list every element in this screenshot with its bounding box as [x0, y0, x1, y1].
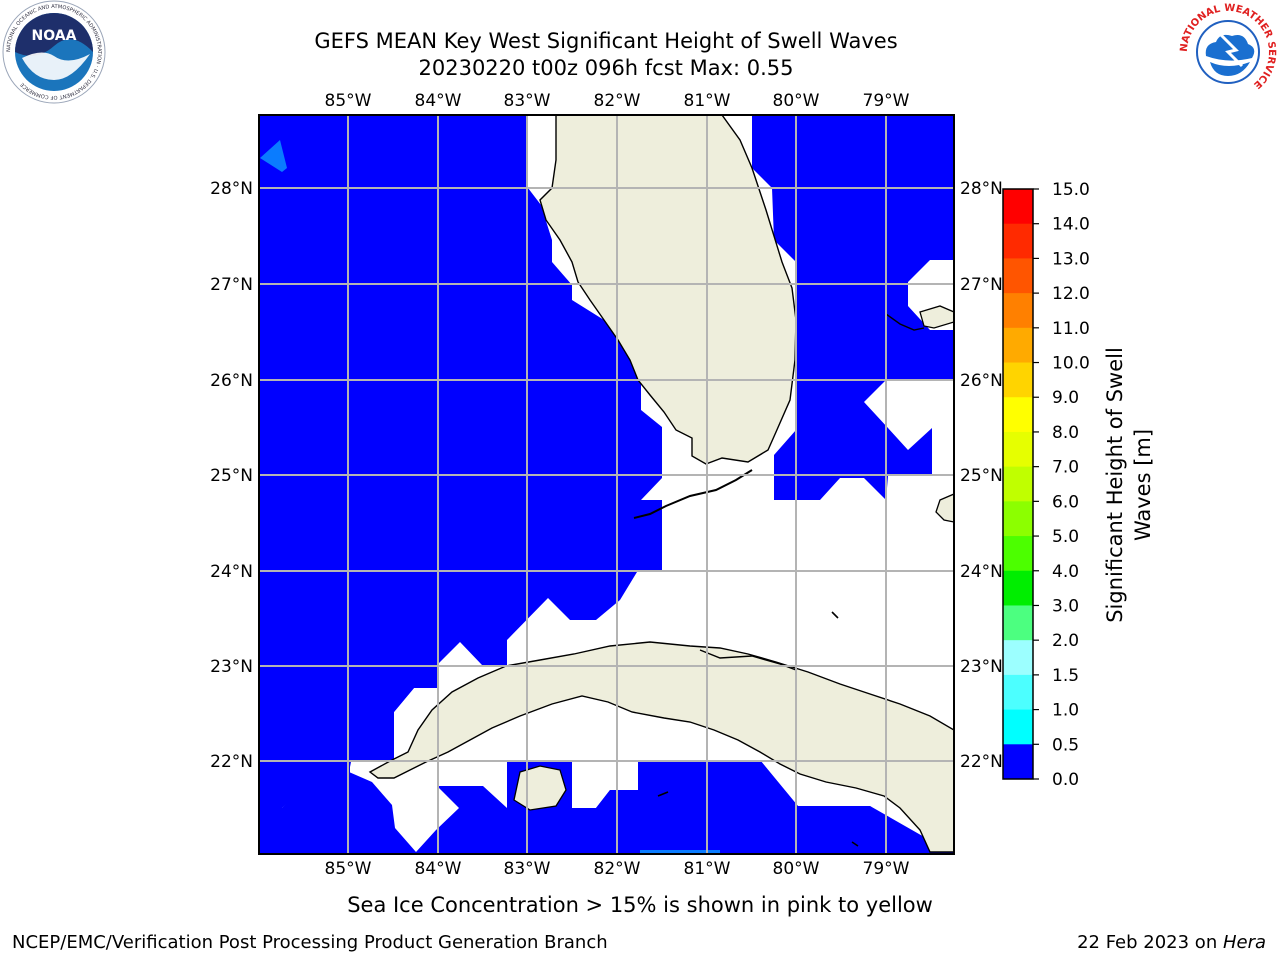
colorbar-tick-label: 1.5 — [1052, 666, 1079, 686]
florida-keys — [633, 469, 753, 519]
map-title: GEFS MEAN Key West Significant Height of… — [314, 29, 898, 53]
lat-label-left-24n: 24°N — [210, 562, 253, 582]
colorbar-tick-label: 4.0 — [1052, 562, 1079, 582]
lon-label-bottom-80w: 80°W — [773, 859, 820, 879]
colorbar-tick-label: 3.0 — [1052, 596, 1079, 616]
lat-label-right-22n: 22°N — [960, 752, 1003, 772]
colorbar-segment — [1003, 536, 1033, 572]
swell-field-light-patch-s — [640, 850, 720, 854]
sea-ice-note: Sea Ice Concentration > 15% is shown in … — [347, 893, 933, 917]
colorbar-tick-label: 8.0 — [1052, 423, 1079, 443]
isla-juventud-land — [513, 765, 567, 811]
colorbar-label-line2: Waves [m] — [1131, 429, 1155, 541]
lon-label-top-85w: 85°W — [325, 91, 372, 111]
lon-label-bottom-83w: 83°W — [504, 859, 551, 879]
lat-label-left-25n: 25°N — [210, 466, 253, 486]
grand-bahama-coast — [885, 313, 925, 331]
colorbar-tick-label: 9.0 — [1052, 388, 1079, 408]
colorbar-segment — [1003, 362, 1033, 398]
colorbar-tick-label: 15.0 — [1052, 180, 1090, 200]
colorbar-segment — [1003, 223, 1033, 259]
colorbar-tick-label: 12.0 — [1052, 284, 1090, 304]
lat-label-right-23n: 23°N — [960, 657, 1003, 677]
cuba-land — [368, 641, 954, 853]
colorbar-tick-label: 13.0 — [1052, 249, 1090, 269]
top-longitude-labels: 85°W 84°W 83°W 82°W 81°W 80°W 79°W — [325, 91, 910, 111]
map-frame — [258, 114, 955, 855]
lat-label-left-28n: 28°N — [210, 179, 253, 199]
lon-label-bottom-81w: 81°W — [684, 859, 731, 879]
colorbar-ticks: 15.0 14.0 13.0 12.0 11.0 10.0 9.0 8.0 7.0 6.0 5.0 4… — [1033, 180, 1090, 790]
nws-logo-icon: NATIONAL WEATHER SERVICE — [1178, 2, 1278, 102]
swell-field-south — [507, 760, 954, 854]
colorbar-frame — [1002, 188, 1034, 780]
lat-label-left-27n: 27°N — [210, 275, 253, 295]
colorbar-tick-label: 6.0 — [1052, 492, 1079, 512]
footer-date-text: 22 Feb 2023 on — [1077, 932, 1223, 953]
colorbar-tick-label: 7.0 — [1052, 458, 1079, 478]
lat-label-right-25n: 25°N — [960, 466, 1003, 486]
colorbar-segment — [1003, 605, 1033, 641]
cay-islet-3 — [851, 841, 859, 847]
colorbar-segment — [1003, 189, 1033, 225]
left-latitude-labels: 28°N 27°N 26°N 25°N 24°N 23°N 22°N — [210, 179, 253, 772]
lon-label-top-79w: 79°W — [863, 91, 910, 111]
lat-label-left-22n: 22°N — [210, 752, 253, 772]
lon-label-top-80w: 80°W — [773, 91, 820, 111]
bahamas-land-andros — [935, 493, 954, 523]
colorbar-segment — [1003, 744, 1033, 780]
swell-field-light-patch-nw — [260, 140, 287, 172]
bottom-longitude-labels: 85°W 84°W 83°W 82°W 81°W 80°W 79°W — [325, 859, 910, 879]
colorbar-tick-label: 5.0 — [1052, 527, 1079, 547]
lon-label-top-82w: 82°W — [594, 91, 641, 111]
colorbar-tick-label: 10.0 — [1052, 354, 1090, 374]
lon-label-bottom-79w: 79°W — [863, 859, 910, 879]
colorbar-tick-label: 14.0 — [1052, 215, 1090, 235]
colorbar — [1003, 189, 1033, 780]
colorbar-segment — [1003, 501, 1033, 537]
colorbar-segment — [1003, 466, 1033, 502]
graticule — [259, 115, 954, 854]
colorbar-tick-label: 0.0 — [1052, 770, 1079, 790]
lon-label-bottom-85w: 85°W — [325, 859, 372, 879]
footer-org: NCEP/EMC/Verification Post Processing Pr… — [12, 932, 608, 953]
colorbar-segment — [1003, 258, 1033, 294]
lat-label-right-28n: 28°N — [960, 179, 1003, 199]
cay-islet — [831, 611, 839, 619]
colorbar-segment — [1003, 640, 1033, 676]
lon-label-bottom-84w: 84°W — [415, 859, 462, 879]
lon-label-top-83w: 83°W — [504, 91, 551, 111]
lat-label-left-23n: 23°N — [210, 657, 253, 677]
cay-islet-2 — [657, 791, 669, 797]
colorbar-segment — [1003, 709, 1033, 745]
colorbar-tick-label: 11.0 — [1052, 319, 1090, 339]
noaa-logo-icon: NATIONAL OCEANIC AND ATMOSPHERIC ADMINIS… — [2, 0, 106, 104]
footer-date: 22 Feb 2023 on Hera — [1077, 932, 1266, 953]
lon-label-top-81w: 81°W — [684, 91, 731, 111]
lon-label-top-84w: 84°W — [415, 91, 462, 111]
colorbar-segment — [1003, 397, 1033, 433]
colorbar-tick-label: 1.0 — [1052, 701, 1079, 721]
footer-host: Hera — [1222, 932, 1266, 953]
colorbar-tick-label: 2.0 — [1052, 631, 1079, 651]
lat-label-right-26n: 26°N — [960, 371, 1003, 391]
map-subtitle: 20230220 t00z 096h fcst Max: 0.55 — [418, 56, 794, 80]
colorbar-label-line1: Significant Height of Swell — [1103, 347, 1127, 623]
colorbar-segment — [1003, 327, 1033, 364]
florida-land — [539, 115, 797, 465]
bahamas-land-grand-bahama — [919, 305, 954, 329]
colorbar-segment — [1003, 431, 1033, 468]
colorbar-tick-label: 0.5 — [1052, 735, 1079, 755]
lon-label-bottom-82w: 82°W — [594, 859, 641, 879]
lat-label-left-26n: 26°N — [210, 371, 253, 391]
lat-label-right-27n: 27°N — [960, 275, 1003, 295]
noaa-logo-text: NOAA — [32, 28, 77, 44]
lat-label-right-24n: 24°N — [960, 562, 1003, 582]
colorbar-segment — [1003, 293, 1033, 329]
colorbar-segment — [1003, 570, 1033, 606]
colorbar-segment — [1003, 674, 1033, 711]
right-latitude-labels: 28°N 27°N 26°N 25°N 24°N 23°N 22°N — [960, 179, 1003, 772]
swell-field-east-upper — [752, 115, 954, 500]
